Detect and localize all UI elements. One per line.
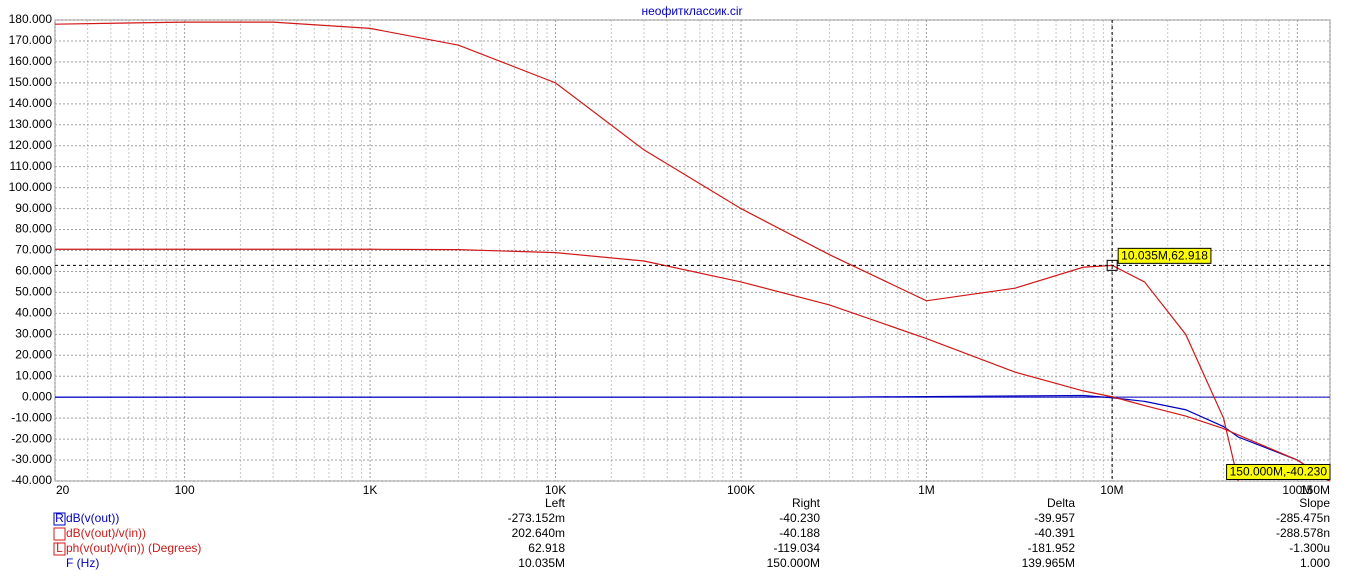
y-tick-label: 120.000 (9, 138, 53, 152)
y-tick-label: -40.000 (11, 473, 52, 487)
cell: -288.578n (1276, 526, 1330, 540)
series-line (55, 248, 1330, 481)
x-tick-label: 150M (1300, 483, 1330, 497)
series-line (55, 394, 1330, 481)
cell: 150.000M (767, 556, 820, 570)
cell: 10.035M (518, 556, 565, 570)
x-tick-label: 1K (363, 483, 378, 497)
row-label: dB(v(out)/v(in)) (66, 526, 146, 540)
column-header: Right (792, 496, 821, 510)
row-label: F (Hz) (66, 556, 99, 570)
cell: 202.640m (512, 526, 565, 540)
y-tick-label: 140.000 (9, 96, 53, 110)
x-tick-label: 10M (1100, 483, 1123, 497)
row-marker: L (56, 541, 63, 555)
row-label: ph(v(out)/v(in)) (Degrees) (66, 541, 201, 555)
x-tick-label: 100M (1282, 483, 1312, 497)
annotation-text: 150.000M,-40.230 (1230, 465, 1328, 479)
cell: -40.391 (1034, 526, 1075, 540)
y-tick-label: 100.000 (9, 180, 53, 194)
cell: 1.000 (1300, 556, 1330, 570)
cell: -39.957 (1034, 511, 1075, 525)
y-tick-label: 30.000 (15, 326, 52, 340)
y-tick-label: 180.000 (9, 12, 53, 26)
y-tick-label: -30.000 (11, 452, 52, 466)
row-marker-box (53, 527, 66, 541)
x-tick-label: 100K (727, 483, 755, 497)
cell: -285.475n (1276, 511, 1330, 525)
column-header: Delta (1047, 496, 1075, 510)
y-tick-label: 90.000 (15, 201, 52, 215)
cell: 62.918 (528, 541, 565, 555)
row-label: dB(v(out)) (66, 511, 119, 525)
y-tick-label: 50.000 (15, 285, 52, 299)
cell: -1.300u (1289, 541, 1330, 555)
row-marker: R (55, 511, 64, 525)
y-tick-label: 130.000 (9, 117, 53, 131)
y-tick-label: 10.000 (15, 368, 52, 382)
y-tick-label: 40.000 (15, 306, 52, 320)
y-tick-label: 170.000 (9, 33, 53, 47)
x-tick-label: 20 (56, 483, 70, 497)
x-tick-label: 1M (918, 483, 935, 497)
annotation-text: 10.035M,62.918 (1121, 249, 1208, 263)
series-line (55, 21, 1239, 481)
cell: 139.965M (1022, 556, 1075, 570)
cell: -181.952 (1028, 541, 1076, 555)
column-header: Slope (1299, 496, 1330, 510)
cell: -40.230 (779, 511, 820, 525)
y-tick-label: -10.000 (11, 410, 52, 424)
chart-title: неофитклассик.cir (641, 4, 742, 18)
y-tick-label: 20.000 (15, 347, 52, 361)
cursor-marker (1106, 259, 1118, 271)
y-tick-label: 110.000 (10, 159, 53, 173)
y-tick-label: 60.000 (15, 264, 52, 278)
annotation-box (1117, 247, 1212, 264)
y-tick-label: -20.000 (11, 431, 52, 445)
cell: -40.188 (779, 526, 820, 540)
row-marker-box (53, 512, 66, 526)
y-tick-label: 0.000 (22, 389, 52, 403)
y-tick-label: 80.000 (15, 222, 52, 236)
x-tick-label: 100 (175, 483, 195, 497)
x-tick-label: 10K (545, 483, 566, 497)
column-header: Left (545, 496, 566, 510)
cell: -119.034 (774, 541, 821, 555)
row-marker-box (53, 542, 66, 556)
y-tick-label: 150.000 (9, 75, 53, 89)
annotation-box (1226, 463, 1331, 480)
cell: -273.152m (508, 511, 565, 525)
y-tick-label: 70.000 (15, 243, 52, 257)
y-tick-label: 160.000 (9, 54, 53, 68)
